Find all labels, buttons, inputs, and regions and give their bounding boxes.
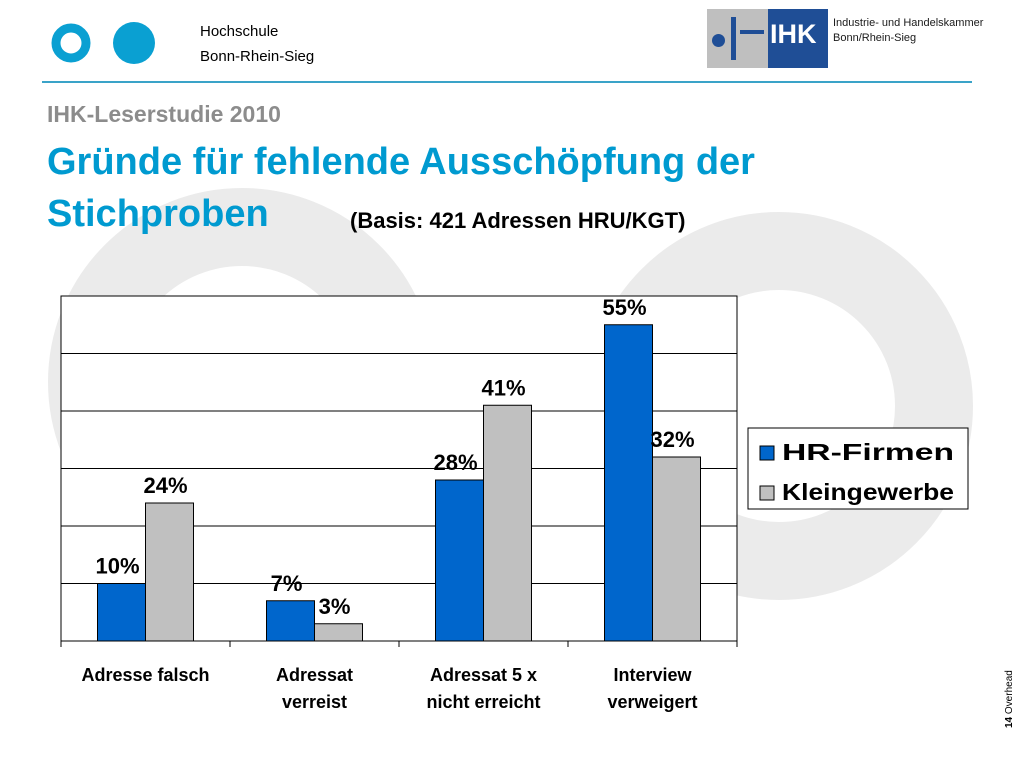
institution-name-line2: Bonn-Rhein-Sieg xyxy=(200,48,315,65)
data-label: 7% xyxy=(271,571,303,596)
bar xyxy=(97,583,146,642)
bar xyxy=(435,479,484,642)
data-label: 3% xyxy=(319,594,351,619)
ihk-name-line1: Industrie- und Handelskammer xyxy=(833,17,984,29)
x-tick-label: Adressat 5 x xyxy=(430,665,537,685)
bar xyxy=(652,456,701,642)
x-tick-label: Interview xyxy=(613,665,692,685)
ihk-logo-dash xyxy=(740,30,764,34)
x-tick-label: Adressat xyxy=(276,665,353,685)
slide-title-line2: Stichproben xyxy=(47,193,269,235)
slide-title-line1: Gründe für fehlende Ausschöpfung der xyxy=(47,141,755,183)
legend-entry: HR-Firmen xyxy=(782,439,954,465)
bar xyxy=(145,502,194,642)
data-label: 41% xyxy=(481,375,525,400)
ihk-logo-text: IHK xyxy=(770,19,817,49)
footer-label: Overhead xyxy=(1004,670,1015,715)
x-tick-label: verreist xyxy=(282,692,347,712)
legend-entry: Kleingewerbe xyxy=(782,479,954,505)
page-number: 14 xyxy=(1004,716,1015,728)
legend-swatch xyxy=(759,445,775,461)
x-tick-label: Adresse falsch xyxy=(81,665,209,685)
data-label: 24% xyxy=(143,473,187,498)
ihk-logo-block xyxy=(768,9,828,68)
slide-footer: 14 Overhead xyxy=(1004,670,1015,728)
data-label: 32% xyxy=(650,427,694,452)
institution-name-line1: Hochschule xyxy=(200,23,279,40)
x-tick-label: verweigert xyxy=(607,692,697,712)
data-label: 28% xyxy=(433,450,477,475)
bar xyxy=(483,404,532,642)
hochschule-logo xyxy=(51,22,155,64)
data-label: 10% xyxy=(95,554,139,579)
x-tick-label: nicht erreicht xyxy=(426,692,540,712)
bar xyxy=(604,324,653,642)
bar xyxy=(314,623,363,642)
ihk-name-line2: Bonn/Rhein-Sieg xyxy=(833,32,917,44)
legend-swatch xyxy=(759,485,775,501)
bar xyxy=(266,600,315,642)
ihk-logo-bar xyxy=(731,17,736,60)
sample-basis-note: (Basis: 421 Adressen HRU/KGT) xyxy=(350,208,686,233)
slide-subtitle: IHK-Leserstudie 2010 xyxy=(47,101,281,127)
header-divider xyxy=(42,81,972,83)
data-label: 55% xyxy=(602,295,646,320)
ihk-logo-dot xyxy=(712,34,725,47)
legend xyxy=(747,427,969,510)
